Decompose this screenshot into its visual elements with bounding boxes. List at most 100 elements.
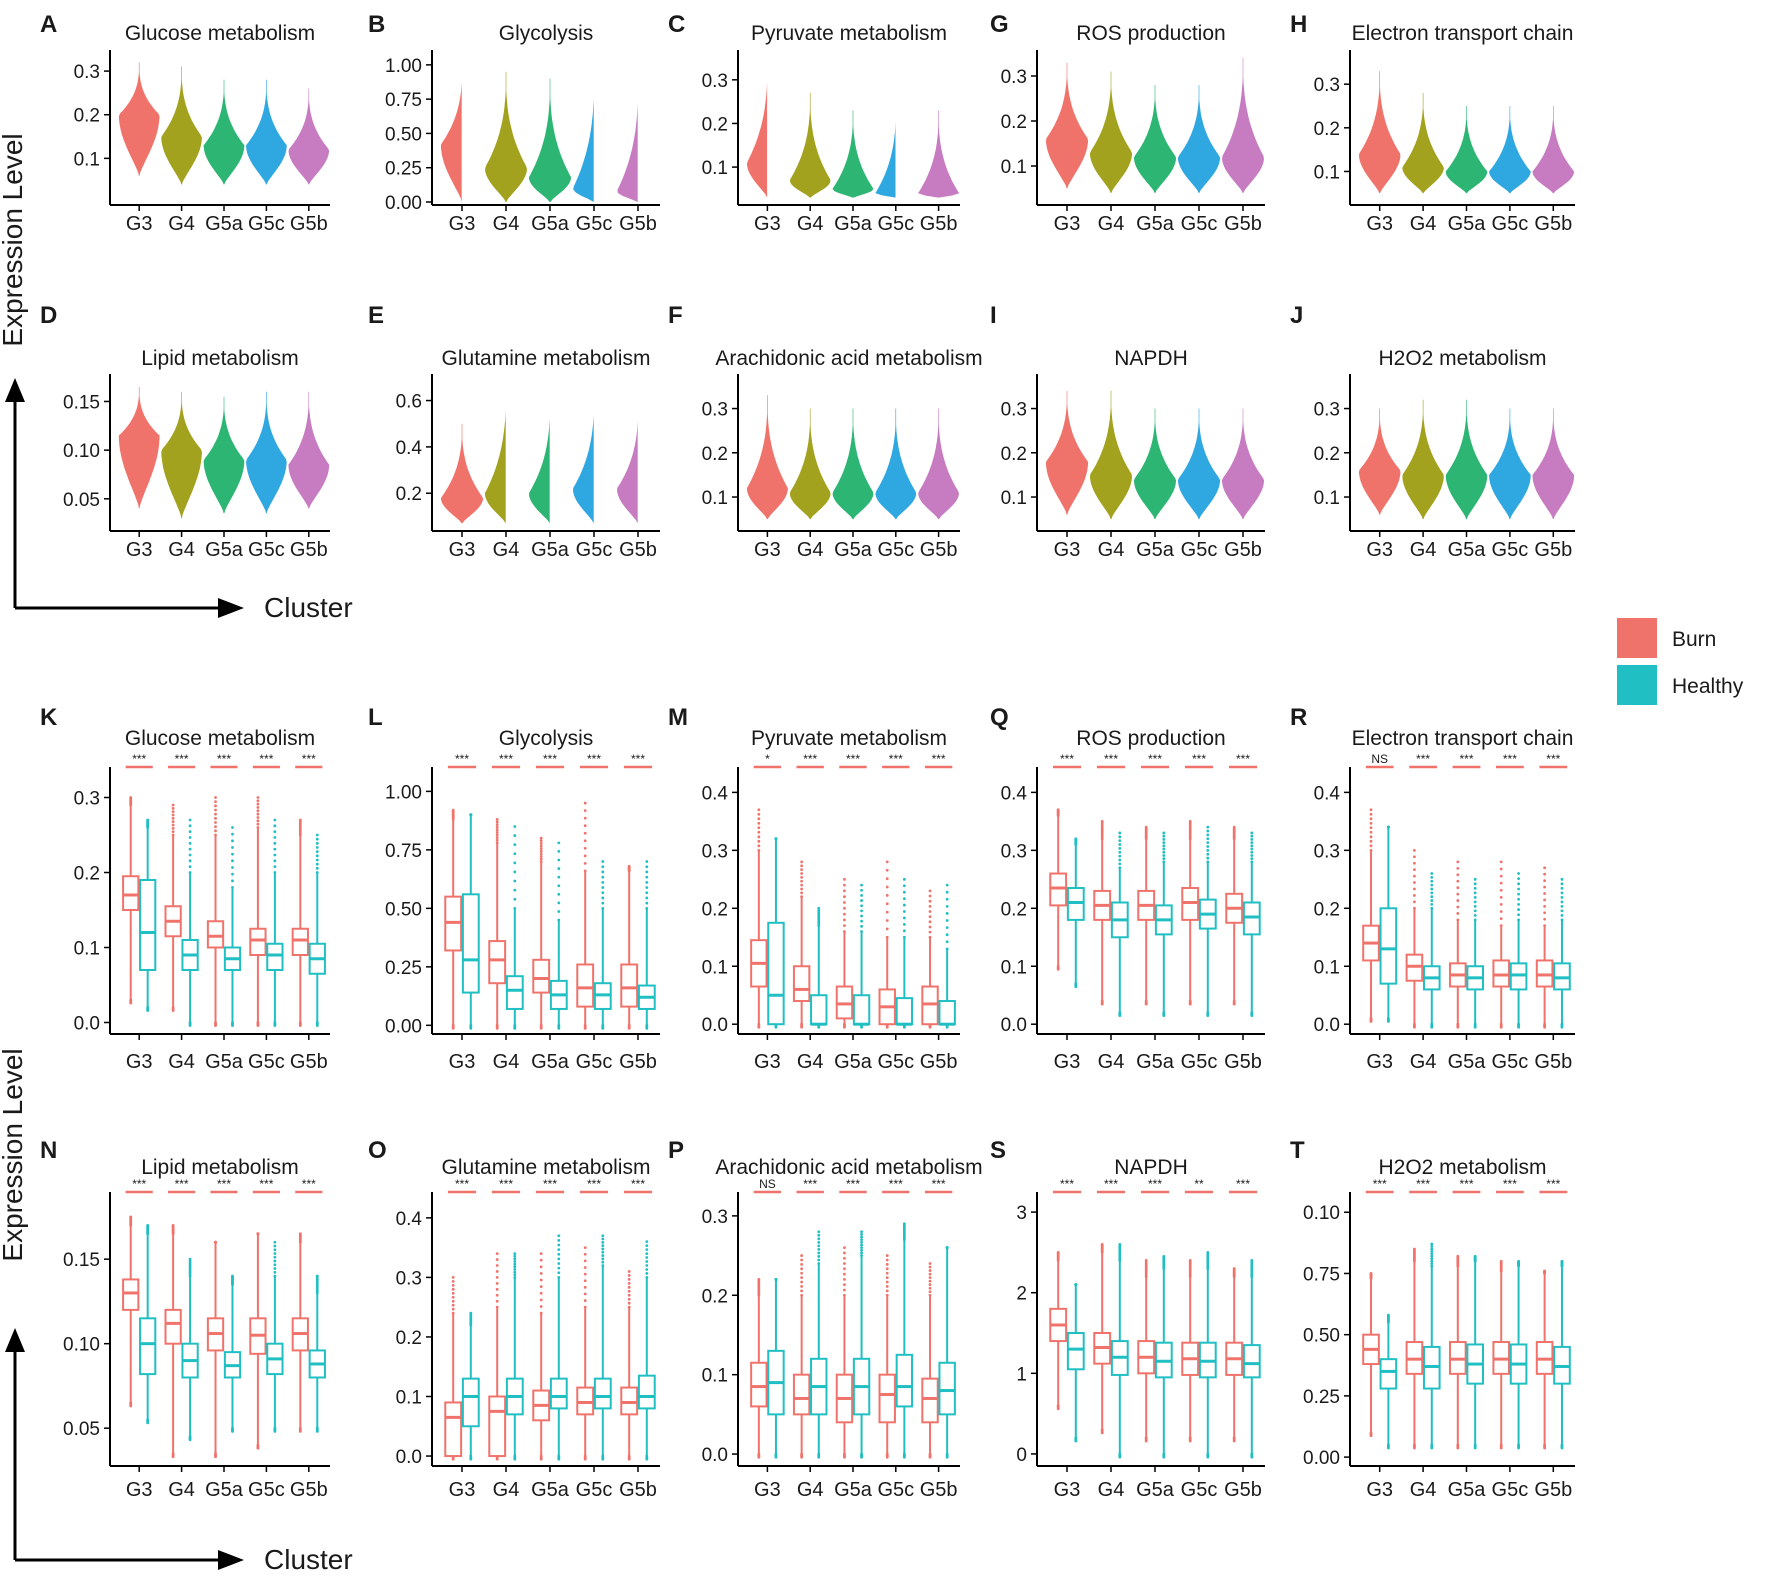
x-tick-label: G5a — [1136, 213, 1175, 235]
outlier-burn-g5b — [1543, 911, 1547, 915]
panel-l: L Glycolysis 0.00 0.25 0.50 0.75 1.00 G3 G4 G5a G5… — [368, 704, 660, 1073]
outlier-burn-g5c — [885, 1285, 889, 1288]
x-tick-label: G4 — [168, 1479, 195, 1501]
box-healthy-g3 — [461, 1377, 480, 1428]
outlier-burn-g5a — [1456, 886, 1460, 890]
outlier-healthy-g5a — [1473, 900, 1477, 904]
violin-g5c — [875, 108, 896, 198]
outlier-healthy-g5b — [315, 833, 319, 837]
outlier-healthy-g5b — [645, 1264, 649, 1267]
y-tick-label: 0.1 — [1001, 488, 1027, 509]
outlier-burn-g4 — [1100, 819, 1104, 823]
top-axis-annotation: Expression Level Cluster — [0, 133, 353, 623]
outlier-burn-g3 — [1056, 1251, 1060, 1254]
sig-label: *** — [499, 1177, 513, 1191]
outlier-low-burn-g5b — [627, 1457, 631, 1461]
violin-g3 — [440, 423, 484, 524]
outlier-healthy-g5a — [231, 846, 234, 849]
outlier-healthy-g5c — [273, 859, 277, 863]
panel-letter: C — [668, 11, 685, 38]
x-tick-label: G4 — [168, 213, 195, 235]
violin-g5c — [1489, 408, 1531, 520]
panel-n: N Lipid metabolism 0.05 0.10 0.15 G3 G4 G5a G5c G… — [40, 1137, 330, 1501]
outlier-low-healthy-g4 — [1118, 1455, 1122, 1459]
outlier-low-burn-g5a — [1144, 1439, 1148, 1443]
panel-title: Pyruvate metabolism — [751, 22, 947, 45]
x-tick-label: G5b — [1224, 1479, 1262, 1501]
outlier-burn-g5a — [214, 808, 217, 812]
sig-label: *** — [1503, 752, 1517, 766]
outlier-burn-g5b — [627, 1277, 631, 1281]
outlier-burn-g4 — [1413, 887, 1416, 891]
violin-g5b — [1222, 58, 1264, 193]
outlier-low-healthy-g5c — [1517, 1446, 1520, 1450]
outlier-healthy-g5a — [860, 1235, 863, 1239]
outlier-low-burn-g5b — [298, 1024, 302, 1027]
outlier-healthy-g5a — [860, 914, 863, 918]
outlier-healthy-g5b — [645, 865, 649, 869]
outlier-burn-g3 — [757, 835, 761, 839]
outlier-healthy-g5c — [902, 897, 906, 901]
outlier-low-healthy-g5b — [1560, 1446, 1564, 1450]
outlier-burn-g4 — [495, 1270, 499, 1273]
y-tick-label: 0.3 — [1001, 400, 1027, 421]
panel-title: Glycolysis — [499, 727, 594, 750]
panel-m: M Pyruvate metabolism 0.0 0.1 0.2 0.3 0.4 G3 G4 G… — [668, 704, 960, 1073]
outlier-healthy-g4 — [817, 924, 821, 928]
y-tick-label: 0.3 — [1314, 75, 1340, 96]
outlier-healthy-g5c — [601, 1237, 605, 1241]
panel-b: B Glycolysis 0.00 0.25 0.50 0.75 1.00 G3 G4 G5a G5… — [368, 11, 660, 235]
x-tick-label: G5c — [576, 213, 613, 235]
outlier-healthy-g3 — [1074, 1283, 1078, 1287]
y-tick-label: 0.1 — [396, 1388, 422, 1409]
outlier-low-burn-g5c — [256, 1446, 260, 1450]
outlier-burn-g5c — [256, 822, 260, 826]
outlier-burn-g4 — [1413, 868, 1416, 872]
outlier-healthy-g3 — [469, 813, 473, 817]
violin-g5c — [573, 79, 594, 202]
outlier-healthy-g5a — [860, 909, 863, 913]
sig-label: *** — [1503, 1177, 1517, 1191]
x-tick-label: G4 — [1410, 1051, 1437, 1073]
outlier-healthy-g4 — [513, 1254, 517, 1258]
y-tick-label: 1 — [1016, 1364, 1027, 1385]
outlier-burn-g5c — [885, 868, 889, 872]
y-tick-label: 0.1 — [702, 488, 728, 509]
outlier-burn-g3 — [757, 826, 761, 830]
outlier-healthy-g4 — [513, 1265, 517, 1269]
outlier-healthy-g5a — [860, 919, 863, 923]
outlier-healthy-g5a — [860, 1243, 863, 1247]
outlier-healthy-g5c — [601, 1264, 605, 1267]
outlier-burn-g5c — [885, 1276, 889, 1280]
x-tick-label: G3 — [1366, 1051, 1393, 1073]
violin-g3 — [1045, 62, 1089, 189]
outlier-burn-g5b — [928, 904, 932, 908]
violin-g4 — [484, 392, 506, 524]
sig-label: *** — [1416, 1177, 1430, 1191]
outlier-burn-g5b — [928, 1272, 932, 1276]
outlier-healthy-g5a — [557, 858, 561, 862]
outlier-healthy-g5b — [1250, 834, 1254, 838]
x-tick-label: G5a — [1136, 1051, 1175, 1073]
outlier-burn-g4 — [800, 1262, 804, 1266]
outlier-low-burn-g4 — [800, 1455, 804, 1459]
outlier-healthy-g5b — [315, 854, 319, 858]
y-arrowhead-bottom — [5, 1328, 25, 1352]
outlier-healthy-g5a — [557, 841, 561, 845]
outlier-burn-g5a — [539, 839, 543, 843]
sig-label: *** — [455, 1177, 469, 1191]
outlier-burn-g5c — [1188, 1259, 1192, 1262]
panel-title: H2O2 metabolism — [1378, 1156, 1546, 1179]
outlier-healthy-g5c — [601, 1247, 605, 1251]
outlier-healthy-g5c — [601, 901, 605, 905]
sig-label: *** — [889, 1177, 903, 1191]
x-tick-label: G5b — [290, 1051, 328, 1073]
outlier-burn-g5c — [1499, 917, 1503, 920]
outlier-low-burn-g5c — [1188, 1439, 1192, 1443]
outlier-healthy-g5c — [601, 886, 605, 889]
outlier-healthy-g5a — [1162, 837, 1166, 841]
outlier-burn-g4 — [495, 825, 499, 829]
violin-g5b — [617, 408, 638, 524]
sig-label: *** — [1192, 752, 1206, 766]
outlier-burn-g4 — [1100, 1242, 1104, 1246]
